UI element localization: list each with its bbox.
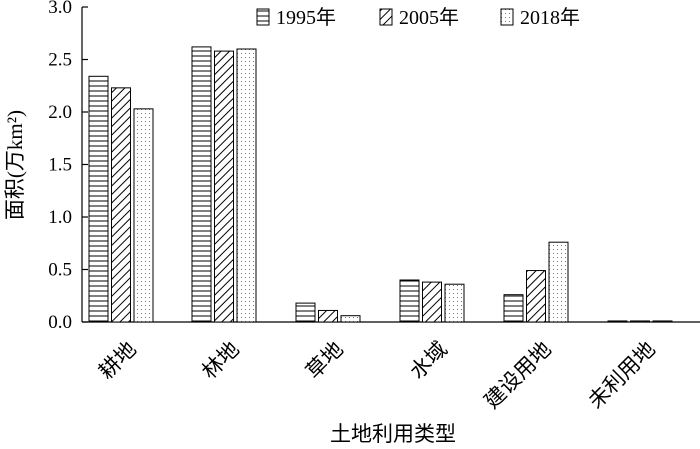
y-tick-label: 0.5: [48, 260, 72, 281]
bar-1-1: [214, 50, 234, 323]
bar-0-1: [191, 46, 212, 323]
y-tick-label: 2.0: [48, 102, 72, 123]
bars: [88, 46, 673, 323]
x-tick-label: 未利用地: [584, 337, 660, 413]
x-tick-label: 林地: [197, 337, 244, 384]
axes: [81, 7, 700, 323]
bar-1-4: [526, 270, 546, 323]
bar-2-2: [340, 315, 361, 323]
y-ticks: 0.0 0.5 1.0 1.5 2.0 2.5 3.0: [48, 0, 88, 333]
bar-1-3: [422, 281, 442, 323]
bar-1-2: [318, 309, 338, 323]
legend-swatch-2: [500, 8, 514, 26]
bar-0-0: [88, 75, 109, 323]
y-tick-label: 0.0: [48, 312, 72, 333]
bar-2-0: [133, 108, 154, 323]
x-tick-label: 建设用地: [480, 337, 556, 413]
bar-0-3: [399, 279, 420, 323]
legend-swatch-1: [379, 8, 393, 26]
bar-2-4: [548, 241, 569, 323]
bar-2-3: [444, 283, 465, 323]
x-tick-label: 水域: [405, 337, 452, 384]
y-tick-label: 1.5: [48, 155, 72, 176]
x-tick-labels: 耕地 林地 草地 水域 建设用地 未利用地: [94, 337, 660, 413]
bar-2-5: [652, 320, 673, 323]
legend-label-0: 1995年: [276, 6, 336, 29]
y-tick-label: 1.0: [48, 207, 72, 228]
y-tick-label: 3.0: [48, 0, 72, 18]
bar-1-0: [111, 87, 131, 323]
y-axis-title: 面积(万km²): [3, 110, 27, 220]
bar-2-1: [236, 48, 257, 323]
legend-label-1: 2005年: [399, 6, 459, 29]
y-tick-label: 2.5: [48, 50, 72, 71]
x-axis-title: 土地利用类型: [330, 422, 456, 446]
bar-1-5: [630, 320, 650, 323]
legend: 1995年 2005年 2018年: [256, 6, 580, 29]
bar-0-2: [295, 302, 316, 323]
bar-0-5: [607, 320, 628, 323]
legend-label-2: 2018年: [520, 6, 580, 29]
legend-swatch-0: [256, 8, 270, 26]
x-tick-label: 耕地: [94, 337, 141, 384]
bar-0-4: [503, 294, 524, 323]
x-tick-label: 草地: [301, 337, 348, 384]
